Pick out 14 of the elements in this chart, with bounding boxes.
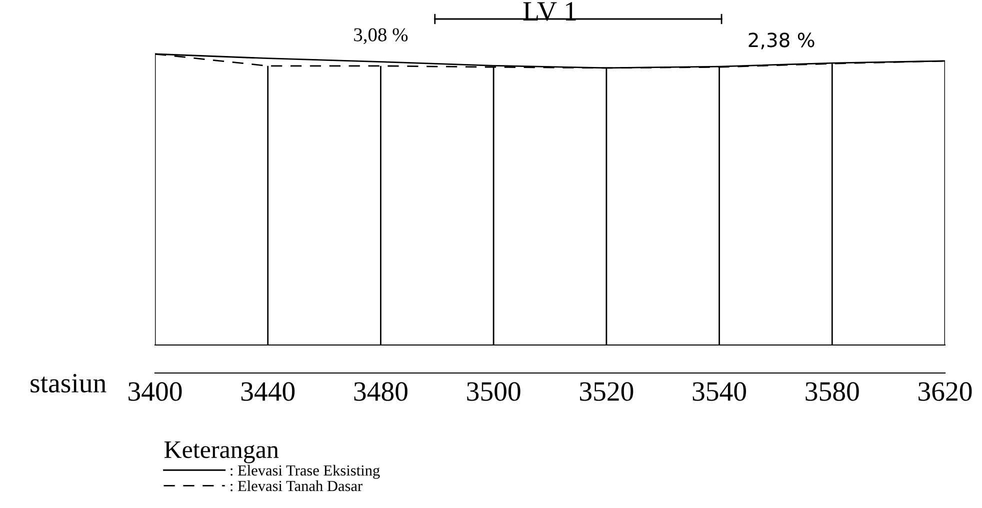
x-tick-label: 3400 xyxy=(128,382,182,401)
x-tick-label: 3440 xyxy=(241,382,295,401)
legend-label: : Elevasi Tanah Dasar xyxy=(230,480,362,492)
x-tick-label: 3520 xyxy=(580,382,634,401)
legend-label: : Elevasi Trase Eksisting xyxy=(230,464,380,479)
x-tick-label: 3540 xyxy=(692,382,746,401)
x-tick-label: 3500 xyxy=(467,382,520,401)
x-axis-title: stasiun xyxy=(30,374,106,393)
text: 2,38 % xyxy=(748,32,814,50)
text: 3,08 % xyxy=(354,28,408,44)
x-tick-label: 3580 xyxy=(806,382,859,401)
x-tick-label: 3620 xyxy=(918,382,972,401)
legend-title: Keterangan xyxy=(164,441,279,464)
x-tick-label: 3480 xyxy=(354,382,408,401)
